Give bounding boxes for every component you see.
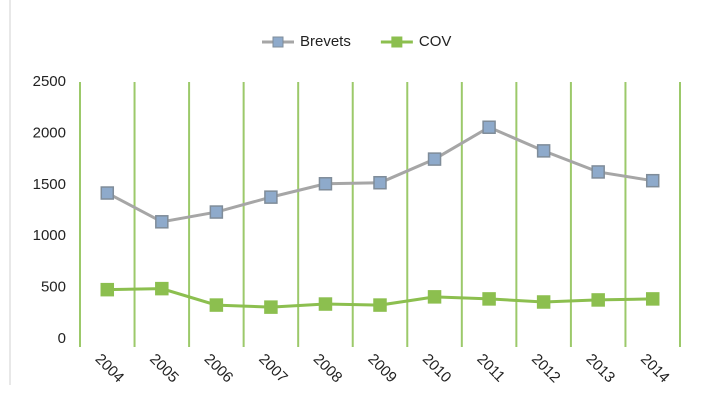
point-marker (482, 292, 496, 306)
point-marker (100, 186, 115, 200)
y-tick-label: 2500 (33, 73, 66, 90)
y-tick-label: 500 (41, 279, 66, 296)
x-tick-label: 2009 (364, 351, 400, 387)
point-marker (209, 205, 224, 219)
point-marker (318, 177, 333, 191)
point-marker (536, 295, 551, 309)
point-marker (482, 120, 496, 134)
x-tick-label: 2007 (255, 351, 291, 387)
point-marker (264, 190, 278, 204)
x-tick-label: 2004 (92, 351, 128, 387)
y-tick-label: 2000 (33, 124, 66, 141)
x-tick-label: 2005 (146, 351, 182, 387)
legend-marker (391, 36, 403, 48)
y-tick-label: 1000 (33, 227, 66, 244)
point-marker (591, 165, 605, 179)
point-marker (209, 298, 224, 312)
x-tick-label: 2006 (201, 351, 237, 387)
x-tick-label: 2013 (583, 351, 619, 387)
point-marker (100, 282, 115, 297)
x-tick-label: 2012 (528, 351, 564, 387)
point-marker (155, 215, 169, 229)
point-marker (645, 292, 660, 306)
legend-marker (272, 36, 284, 48)
x-tick-label: 2014 (637, 351, 673, 387)
x-tick-label: 2011 (473, 351, 508, 386)
point-marker (155, 281, 169, 296)
point-marker (318, 297, 333, 311)
point-marker (536, 144, 551, 158)
point-marker (373, 298, 387, 312)
point-marker (645, 173, 660, 188)
legend-label: Brevets (300, 33, 351, 50)
x-tick-label: 2010 (419, 351, 455, 387)
point-marker (264, 300, 278, 314)
point-marker (427, 152, 442, 166)
y-tick-label: 1500 (33, 176, 66, 193)
point-marker (591, 293, 605, 307)
point-marker (427, 290, 442, 304)
x-tick-label: 2008 (310, 351, 346, 387)
point-marker (373, 175, 387, 190)
legend-label: COV (419, 33, 452, 50)
y-tick-label: 0 (58, 330, 66, 347)
